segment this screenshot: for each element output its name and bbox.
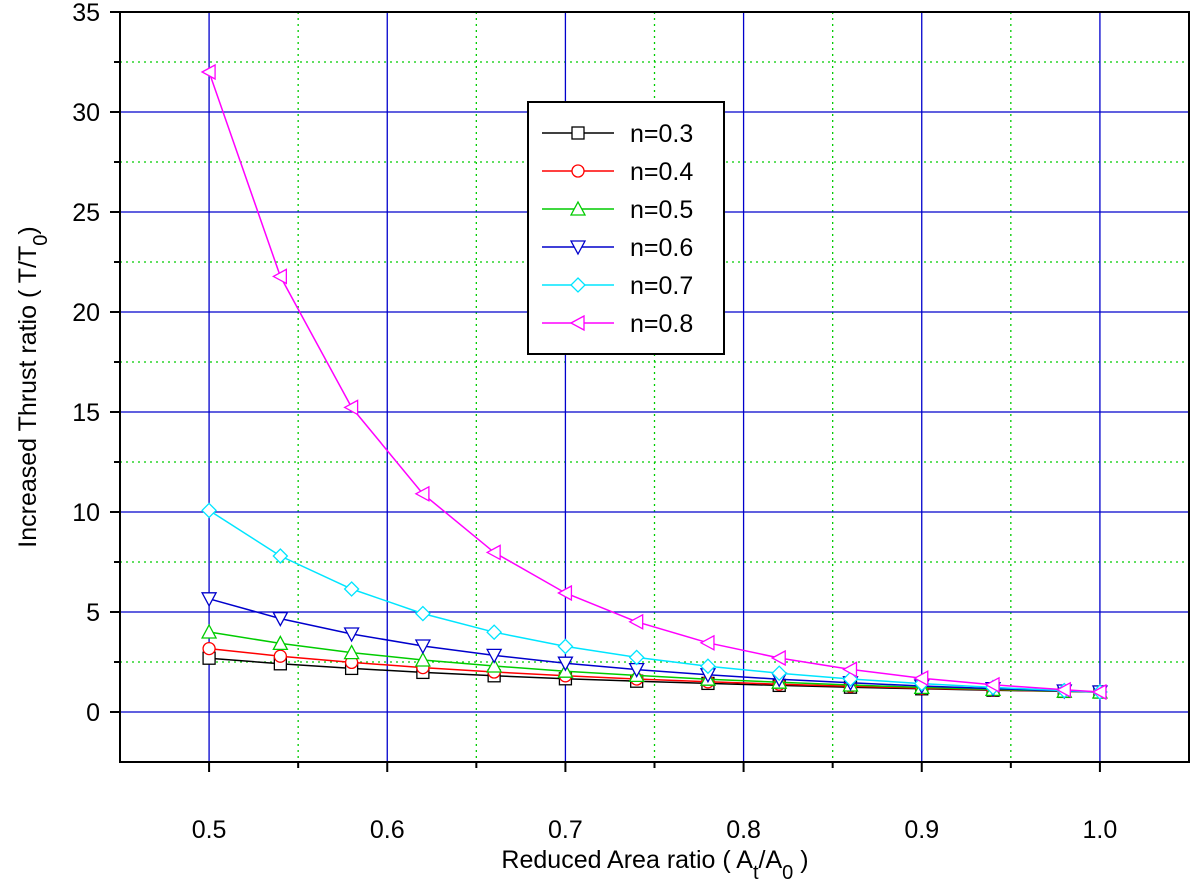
axis-label-part: /A — [759, 846, 783, 874]
legend-marker — [569, 200, 587, 216]
marker — [343, 644, 360, 660]
legend-label: n=0.7 — [630, 272, 693, 300]
series-line — [208, 71, 1100, 693]
y-tick-label: 10 — [72, 499, 100, 527]
marker — [343, 581, 360, 597]
legend-marker — [570, 277, 586, 293]
series-line — [208, 631, 1100, 693]
x-tick-label: 0.7 — [548, 816, 583, 844]
x-tick-label: 0.6 — [370, 816, 405, 844]
marker — [200, 623, 218, 639]
marker — [202, 641, 216, 656]
marker — [1055, 681, 1071, 698]
axis-label-part: Reduced Area ratio ( A — [501, 846, 753, 874]
axis-label-part: Increased Thrust ratio ( T/T — [14, 246, 42, 548]
marker — [486, 657, 503, 673]
legend-label: n=0.4 — [630, 158, 693, 186]
y-tick-label: 25 — [72, 199, 100, 227]
marker — [771, 665, 788, 682]
marker — [486, 624, 503, 641]
y-tick-label: 20 — [72, 299, 100, 327]
legend-marker — [571, 164, 585, 178]
marker — [272, 635, 289, 651]
marker — [770, 649, 786, 667]
marker — [913, 670, 929, 687]
marker — [628, 649, 645, 666]
marker — [700, 658, 716, 675]
y-axis-label: Increased Thrust ratio ( T/T0) — [14, 226, 52, 547]
axis-label-part: 0 — [782, 862, 793, 884]
marker — [557, 656, 574, 672]
axis-label-part: 0 — [30, 235, 52, 246]
marker — [272, 611, 289, 627]
y-tick-label: 30 — [72, 99, 100, 127]
marker — [200, 63, 216, 81]
marker — [271, 268, 288, 285]
legend-marker — [571, 126, 585, 140]
marker — [1091, 683, 1107, 701]
marker — [201, 502, 218, 519]
x-tick-label: 1.0 — [1083, 816, 1118, 844]
legend-label: n=0.3 — [630, 120, 693, 148]
marker — [984, 676, 1000, 693]
marker — [842, 661, 858, 678]
marker — [557, 584, 573, 602]
legend-label: n=0.6 — [630, 234, 693, 262]
marker — [699, 634, 715, 651]
series-line — [208, 509, 1100, 693]
marker — [414, 605, 431, 622]
y-tick-label: 15 — [72, 399, 100, 427]
legend-marker — [569, 240, 587, 256]
legend-marker — [569, 314, 585, 332]
y-tick-label: 0 — [86, 699, 100, 727]
marker — [414, 485, 430, 502]
x-tick-label: 0.5 — [192, 816, 227, 844]
marker — [486, 648, 503, 664]
axis-label-part: t — [753, 862, 759, 884]
marker — [273, 649, 288, 663]
marker — [414, 651, 431, 667]
series-line — [208, 598, 1100, 693]
legend-box — [527, 101, 725, 355]
marker — [485, 544, 501, 561]
y-tick-label: 35 — [72, 0, 100, 27]
axis-label-part: ) — [14, 226, 42, 234]
marker — [200, 592, 218, 608]
y-tick-label: 5 — [86, 599, 100, 627]
marker — [628, 613, 644, 630]
x-tick-label: 0.8 — [726, 816, 761, 844]
marker — [343, 627, 360, 643]
x-axis-label: Reduced Area ratio ( At/A0 ) — [501, 846, 808, 884]
marker — [414, 639, 431, 655]
marker — [343, 399, 359, 416]
marker — [557, 638, 574, 655]
legend-label: n=0.5 — [630, 196, 693, 224]
x-tick-label: 0.9 — [904, 816, 939, 844]
legend-label: n=0.8 — [630, 310, 693, 338]
marker — [272, 548, 289, 564]
axis-label-part: ) — [793, 846, 808, 874]
